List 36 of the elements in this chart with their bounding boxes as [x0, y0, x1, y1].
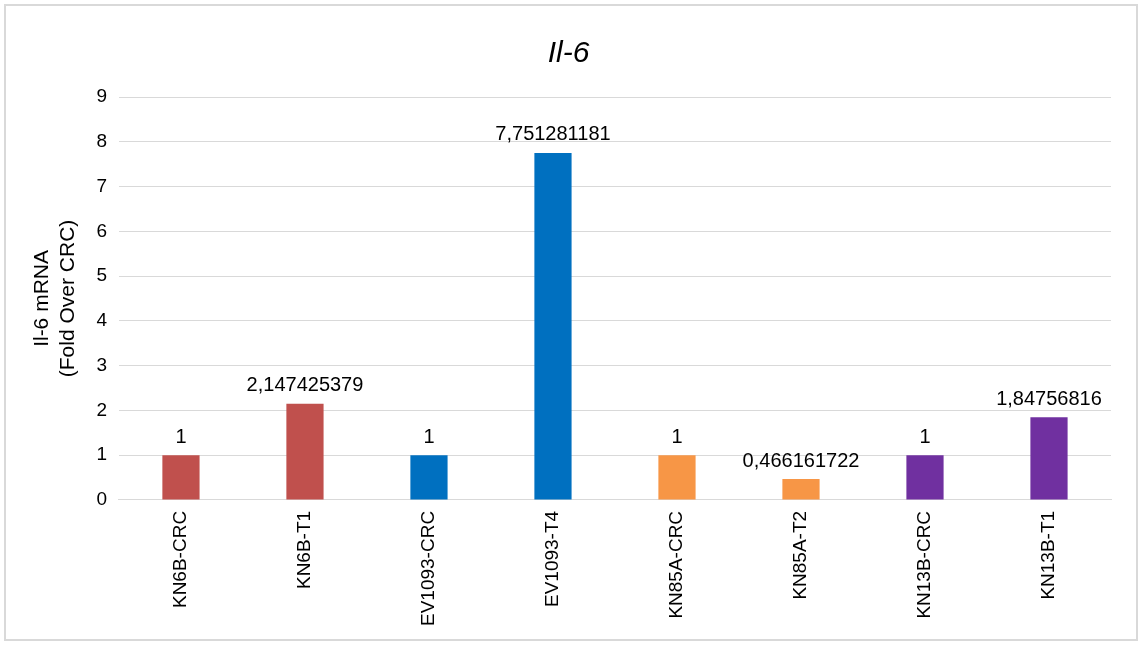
- data-label: 1: [423, 424, 435, 447]
- data-label: 1: [919, 424, 931, 447]
- data-label: 0,466161722: [742, 448, 860, 471]
- x-tick-label: KN13B-T1: [1037, 510, 1059, 600]
- x-tick-label: KN13B-CRC: [913, 510, 935, 619]
- y-axis-title: Il-6 mRNA (Fold Over CRC): [29, 219, 78, 378]
- y-tick-label: 0: [96, 488, 107, 510]
- y-tick-label: 6: [96, 219, 107, 241]
- y-tick-label: 1: [96, 443, 107, 465]
- bar: [534, 152, 572, 500]
- bar: [906, 455, 944, 500]
- bar: [658, 455, 696, 500]
- y-tick-label: 8: [96, 130, 107, 151]
- bar: [1030, 417, 1068, 500]
- y-tick-label: 7: [96, 174, 107, 196]
- y-tick-label: 9: [96, 85, 107, 107]
- bar: [162, 455, 200, 500]
- data-label: 7,751281181: [495, 122, 611, 145]
- x-tick-label: KN6B-CRC: [169, 510, 191, 609]
- x-tick-label: KN6B-T1: [293, 510, 315, 590]
- data-label: 2,147425379: [246, 373, 364, 396]
- data-label: 1: [671, 424, 683, 447]
- chart-title: Il-6: [547, 35, 590, 69]
- x-tick-label: EV1093-T4: [541, 510, 563, 608]
- data-label: 1: [175, 424, 187, 447]
- y-tick-label: 5: [96, 264, 107, 286]
- x-tick-label: KN85A-CRC: [665, 510, 687, 619]
- data-label: 1,84756816: [996, 386, 1102, 409]
- bar: [410, 455, 448, 500]
- bar: [782, 479, 820, 500]
- x-tick-label: KN85A-T2: [789, 510, 811, 600]
- y-tick-label: 3: [96, 353, 107, 375]
- y-tick-label: 4: [96, 309, 108, 331]
- bar: [286, 403, 324, 500]
- y-tick-label: 2: [96, 398, 107, 420]
- x-tick-label: EV1093-CRC: [417, 510, 439, 627]
